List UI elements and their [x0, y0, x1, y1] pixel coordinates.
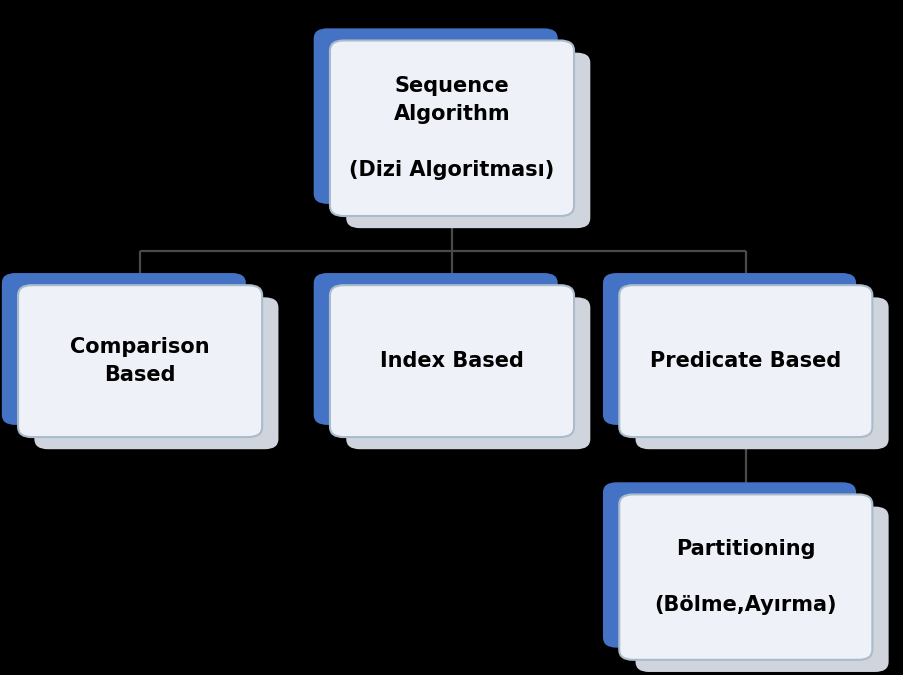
FancyBboxPatch shape [602, 273, 855, 425]
FancyBboxPatch shape [330, 40, 573, 216]
Text: Sequence
Algorithm

(Dizi Algoritması): Sequence Algorithm (Dizi Algoritması) [349, 76, 554, 180]
FancyBboxPatch shape [602, 482, 855, 648]
FancyBboxPatch shape [313, 273, 557, 425]
Text: Predicate Based: Predicate Based [649, 351, 841, 371]
Text: Comparison
Based: Comparison Based [70, 337, 209, 385]
FancyBboxPatch shape [619, 494, 871, 660]
FancyBboxPatch shape [34, 297, 278, 450]
Text: Partitioning

(Bölme,Ayırma): Partitioning (Bölme,Ayırma) [654, 539, 836, 615]
Text: Index Based: Index Based [379, 351, 524, 371]
FancyBboxPatch shape [330, 285, 573, 437]
FancyBboxPatch shape [313, 28, 557, 204]
FancyBboxPatch shape [635, 297, 888, 450]
FancyBboxPatch shape [619, 285, 871, 437]
FancyBboxPatch shape [346, 297, 590, 450]
FancyBboxPatch shape [346, 53, 590, 228]
FancyBboxPatch shape [2, 273, 246, 425]
FancyBboxPatch shape [635, 506, 888, 672]
FancyBboxPatch shape [18, 285, 262, 437]
